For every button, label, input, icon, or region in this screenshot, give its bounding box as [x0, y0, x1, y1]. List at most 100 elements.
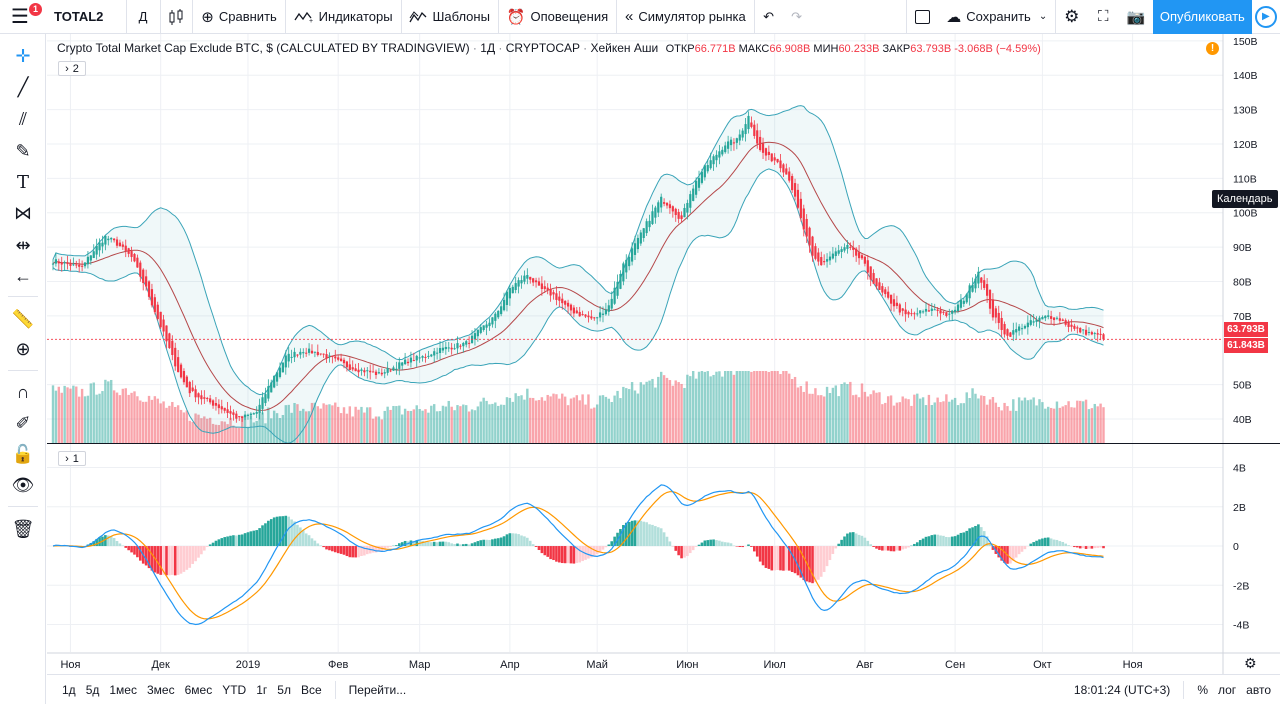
- range-1d[interactable]: 1д: [62, 682, 76, 697]
- volume-bar: [828, 393, 832, 443]
- range-ytd[interactable]: YTD: [222, 682, 247, 697]
- volume-bar: [401, 414, 404, 443]
- candle-body: [887, 291, 890, 298]
- candle-body: [310, 350, 314, 354]
- volume-bar: [598, 395, 602, 443]
- publish-button[interactable]: Опубликовать: [1152, 0, 1252, 34]
- candle-body: [633, 243, 637, 255]
- candle-body: [718, 151, 721, 158]
- candle-body: [136, 257, 139, 268]
- warning-icon[interactable]: !: [1206, 42, 1219, 55]
- candle-body: [223, 407, 226, 411]
- range-5y[interactable]: 5л: [277, 682, 291, 697]
- candle-body: [438, 348, 442, 354]
- lock-draw-tool[interactable]: ✐: [0, 408, 46, 438]
- percent-toggle[interactable]: %: [1197, 682, 1208, 697]
- macd-histogram-bar: [1029, 543, 1033, 547]
- back-button[interactable]: ←: [0, 261, 46, 291]
- macd-histogram-bar: [415, 540, 419, 547]
- compare-button[interactable]: ⊕ Сравнить: [193, 0, 285, 34]
- indicators-button[interactable]: + Индикаторы: [286, 0, 401, 34]
- range-6m[interactable]: 6мес: [184, 682, 213, 697]
- range-3m[interactable]: 3мес: [146, 682, 175, 697]
- candle-body: [372, 371, 375, 373]
- candle-body: [1084, 329, 1088, 335]
- macd-histogram-bar: [636, 520, 640, 547]
- fullscreen-button[interactable]: ⛶: [1088, 0, 1119, 34]
- macd-histogram-bar: [959, 532, 963, 547]
- macd-histogram-bar: [339, 546, 343, 554]
- pattern-tool[interactable]: ⋈: [0, 198, 46, 228]
- macd-histogram-bar: [200, 546, 203, 555]
- candle-body: [57, 261, 60, 264]
- play-button[interactable]: ▶: [1252, 0, 1280, 34]
- text-tool[interactable]: T: [0, 167, 46, 197]
- zoom-in-icon: ⊕: [15, 338, 31, 359]
- candle-body: [604, 309, 607, 315]
- forecast-tool[interactable]: ⇹: [0, 230, 46, 260]
- candle-body: [523, 275, 526, 282]
- volume-bar: [613, 395, 616, 443]
- symbol-search[interactable]: TOTAL2: [54, 9, 104, 24]
- macd-histogram-bar: [590, 546, 593, 558]
- save-button[interactable]: ☁ Сохранить ⌄: [938, 0, 1055, 34]
- save-label: Сохранить: [966, 9, 1031, 24]
- magnet-tool[interactable]: ∩: [0, 377, 46, 407]
- goto-date-button[interactable]: Перейти...: [348, 682, 407, 697]
- osc-pane-toggle[interactable]: › 1: [58, 451, 86, 466]
- log-toggle[interactable]: лог: [1217, 682, 1237, 697]
- candle-body: [197, 393, 200, 398]
- interval-button[interactable]: Д: [138, 9, 148, 24]
- lock-tool[interactable]: 🔓: [0, 439, 46, 469]
- volume-bar: [956, 405, 960, 443]
- settings-button[interactable]: ⚙: [1056, 0, 1087, 34]
- snapshot-button[interactable]: 📷: [1119, 0, 1153, 34]
- candle-body: [837, 250, 840, 254]
- auto-toggle[interactable]: авто: [1246, 682, 1271, 697]
- redo-button[interactable]: ↷: [783, 0, 811, 34]
- divider: [497, 0, 499, 34]
- templates-button[interactable]: Шаблоны: [401, 0, 498, 34]
- range-all[interactable]: Все: [300, 682, 322, 697]
- crosshair-tool[interactable]: ✛: [0, 41, 46, 71]
- macd-histogram-bar: [942, 535, 945, 547]
- ruler-tool[interactable]: 📏: [0, 304, 46, 334]
- chart-style-button[interactable]: [160, 0, 192, 34]
- macd-signal-line: [52, 491, 1104, 620]
- candle-body: [517, 280, 520, 287]
- volume-bar: [144, 401, 148, 443]
- fib-tool[interactable]: ⫽: [0, 104, 46, 134]
- candle-body: [1082, 329, 1085, 331]
- volume-bar: [118, 395, 122, 443]
- volume-bar: [863, 391, 867, 443]
- bollinger-fill: [53, 105, 1104, 444]
- range-1y[interactable]: 1г: [256, 682, 268, 697]
- layout-button[interactable]: [907, 0, 938, 34]
- menu-button[interactable]: ☰ 1: [0, 0, 42, 34]
- chart-area[interactable]: Ноя Дек 2019 Фев Мар Апр Май Июн Июл Авг Сен Окт Ноя…: [47, 34, 1280, 674]
- templates-label: Шаблоны: [432, 9, 490, 24]
- candle-body: [598, 312, 602, 318]
- macd-histogram-bar: [203, 546, 206, 551]
- macd-histogram-bar: [479, 540, 483, 547]
- replay-button[interactable]: « Симулятор рынка: [617, 0, 754, 34]
- visibility-tool[interactable]: 👁: [0, 470, 46, 500]
- range-5d[interactable]: 5д: [85, 682, 100, 697]
- main-pane-toggle[interactable]: › 2: [58, 61, 86, 76]
- alerts-button[interactable]: ⏰ Оповещения: [499, 0, 616, 34]
- candle-body: [622, 263, 625, 282]
- undo-button[interactable]: ↶: [755, 0, 783, 34]
- trendline-icon: ╱: [17, 76, 29, 97]
- price-chart[interactable]: Ноя Дек 2019 Фев Мар Апр Май Июн Июл Авг Сен Окт Ноя…: [47, 34, 1280, 674]
- zoom-tool[interactable]: ⊕: [0, 334, 46, 364]
- macd-histogram-bar: [179, 546, 183, 574]
- range-1m[interactable]: 1мес: [109, 682, 137, 697]
- volume-bar: [651, 378, 654, 443]
- delete-tool[interactable]: 🗑: [0, 514, 46, 544]
- macd-histogram-bar: [1003, 546, 1006, 563]
- macd-histogram-bar: [915, 542, 919, 547]
- trendline-tool[interactable]: ╱: [0, 72, 46, 102]
- macd-histogram-bar: [223, 537, 226, 547]
- brush-tool[interactable]: ✎: [0, 136, 46, 166]
- macd-histogram-bar: [462, 544, 465, 547]
